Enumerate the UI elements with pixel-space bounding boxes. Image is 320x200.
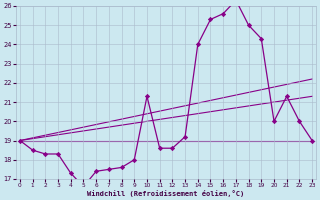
X-axis label: Windchill (Refroidissement éolien,°C): Windchill (Refroidissement éolien,°C) bbox=[87, 190, 245, 197]
